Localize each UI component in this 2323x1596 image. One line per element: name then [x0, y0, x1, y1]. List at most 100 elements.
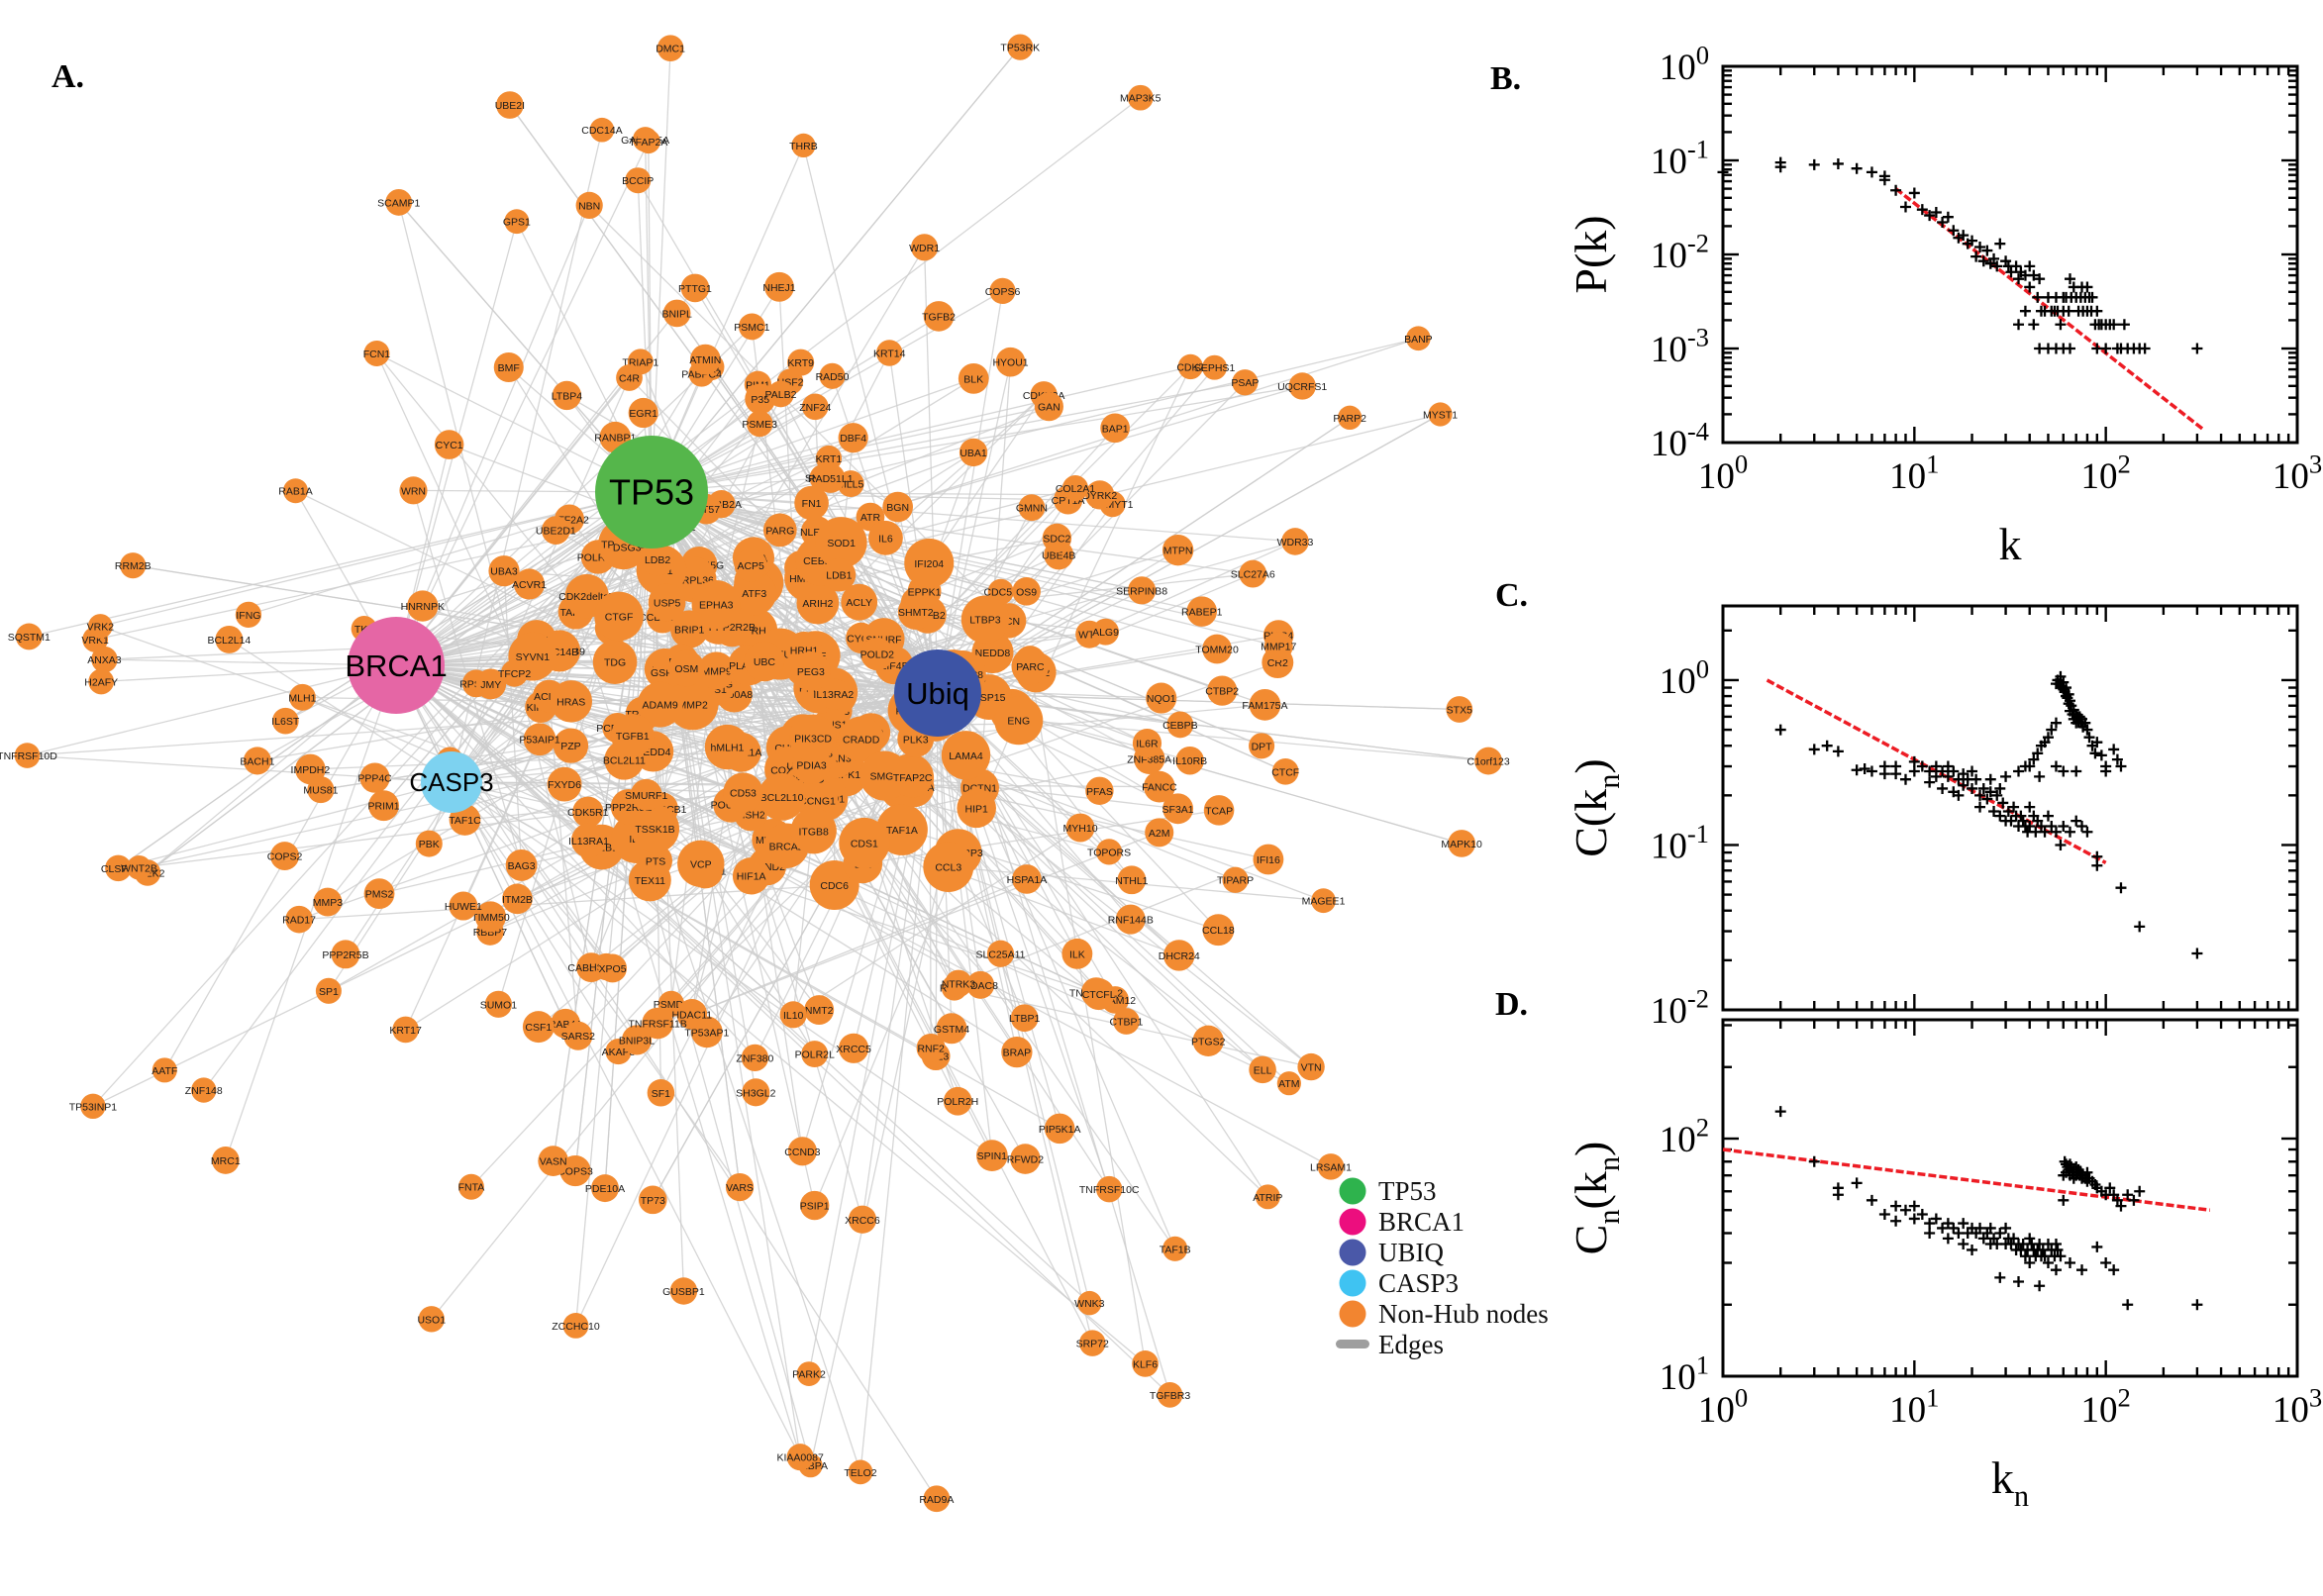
data-point-marker — [2122, 1189, 2134, 1201]
network-node — [523, 723, 556, 756]
network-node — [1162, 1236, 1188, 1261]
network-node-label: SERPINB8 — [1116, 585, 1167, 597]
network-node-label: CTCF — [1271, 766, 1299, 778]
network-node — [916, 1033, 946, 1063]
legend-color-swatch — [1339, 1300, 1366, 1328]
network-node-label: LDB2 — [645, 554, 670, 566]
data-point-marker — [2055, 670, 2067, 682]
network-node — [1095, 1175, 1123, 1203]
panel-c-label: C. — [1495, 577, 1528, 614]
network-node — [1085, 480, 1115, 510]
network-hubs: TP53 BRCA1 Ubiq CASP3 — [345, 436, 981, 813]
network-node-label: P35 — [751, 394, 769, 406]
network-node — [1186, 596, 1218, 627]
network-node — [767, 380, 794, 408]
data-point-marker — [2083, 732, 2095, 744]
network-node — [415, 830, 443, 857]
network-node — [611, 714, 655, 757]
network-node — [704, 724, 751, 770]
network-node-label: TEX11 — [635, 875, 665, 887]
data-point-marker — [1994, 1271, 2006, 1283]
network-node — [882, 491, 914, 523]
network-node — [191, 1077, 217, 1103]
legend-color-swatch — [1339, 1239, 1366, 1266]
network-node-label: ANXA3 — [87, 654, 122, 666]
data-point-marker — [2191, 343, 2203, 354]
network-node-label: MMP3 — [313, 897, 343, 909]
axis-tick-label: 10-3 — [1651, 322, 1709, 370]
network-node-label: CDC5L — [983, 587, 1018, 599]
data-point-marker — [1851, 162, 1863, 174]
panel-b-label: B. — [1490, 60, 1521, 97]
data-point-marker — [1984, 773, 1996, 785]
network-node-label: ILK — [1069, 948, 1085, 960]
network-node-label: TP53INP1 — [69, 1101, 118, 1113]
network-node — [570, 823, 607, 858]
data-point-marker — [2024, 1256, 2036, 1268]
network-node-label: XRCC5 — [836, 1044, 871, 1055]
network-node-label: SUMO1 — [480, 999, 518, 1011]
network-edge — [104, 658, 397, 666]
network-edge — [27, 664, 397, 756]
network-node-label: BANP — [1404, 334, 1433, 346]
network-node — [1065, 813, 1095, 843]
network-node-label: RAD51L1 — [808, 473, 854, 485]
network-node — [628, 397, 658, 429]
network-node — [1202, 634, 1232, 664]
network-node-label: C4R — [619, 372, 640, 384]
network-node — [547, 766, 582, 802]
data-point-marker — [2058, 820, 2070, 832]
data-point-marker — [1942, 1218, 1954, 1230]
data-point-marker — [1977, 782, 1989, 794]
network-node — [1115, 904, 1146, 935]
network-node-label: KIAA0087 — [777, 1452, 824, 1464]
axis-tick-label: 100 — [1660, 653, 1709, 702]
data-point-marker — [2055, 319, 2067, 331]
network-node — [1018, 494, 1046, 522]
network-node-label: ATMIN — [689, 354, 721, 366]
network-node — [496, 91, 524, 119]
network-node-label: LDB1 — [826, 570, 852, 582]
axis-tick-label: 100 — [1698, 1382, 1748, 1431]
hub-node-CASP3 — [421, 751, 482, 813]
network-node-label: STX5 — [1447, 704, 1472, 716]
network-node-label: WRN — [401, 485, 426, 497]
data-point-marker — [1774, 1106, 1786, 1118]
network-node-label: MAPK10 — [1441, 839, 1482, 850]
network-node-label: MMP2 — [677, 699, 707, 711]
network-node — [1249, 688, 1281, 721]
network-node — [1082, 978, 1115, 1011]
network-edge — [651, 47, 1021, 493]
network-node — [791, 133, 816, 158]
data-point-marker — [2058, 1194, 2070, 1206]
data-point-marker — [2191, 1299, 2203, 1311]
data-point-marker — [2008, 1233, 2020, 1245]
network-node-label: RABEP1 — [1181, 607, 1223, 619]
network-node-label: PIP5K1A — [1039, 1124, 1081, 1136]
axis-tick-label: 102 — [2081, 449, 2131, 497]
axis-title: P(k) — [1566, 215, 1616, 293]
network-node — [1288, 372, 1316, 400]
network-node — [152, 1057, 177, 1083]
network-node — [936, 1013, 967, 1045]
network-node-label: CTGF — [605, 611, 634, 623]
data-point-marker — [2019, 305, 2031, 317]
network-node — [80, 1093, 106, 1120]
network-node-label: SF3A1 — [1162, 804, 1194, 816]
data-point-marker — [2070, 815, 2082, 827]
data-point-marker — [2050, 826, 2062, 838]
network-node — [211, 1147, 240, 1174]
network-node-label: ARIH2 — [802, 598, 833, 610]
network-edge — [395, 664, 1090, 1304]
network-node-label: SDC2 — [1043, 533, 1070, 545]
network-node-label: IL10 — [783, 1010, 804, 1022]
network-node-label: CCL3 — [935, 862, 961, 874]
network-node-label: HDAC11 — [671, 1009, 712, 1021]
data-point-marker — [1981, 245, 1993, 256]
network-node — [505, 848, 538, 881]
network-node — [841, 583, 878, 621]
data-point-marker — [1974, 789, 1986, 801]
network-node-label: TCAP — [1205, 805, 1233, 817]
network-node-label: BCL2L11 — [603, 755, 646, 767]
network-node-label: PARG — [765, 525, 794, 537]
